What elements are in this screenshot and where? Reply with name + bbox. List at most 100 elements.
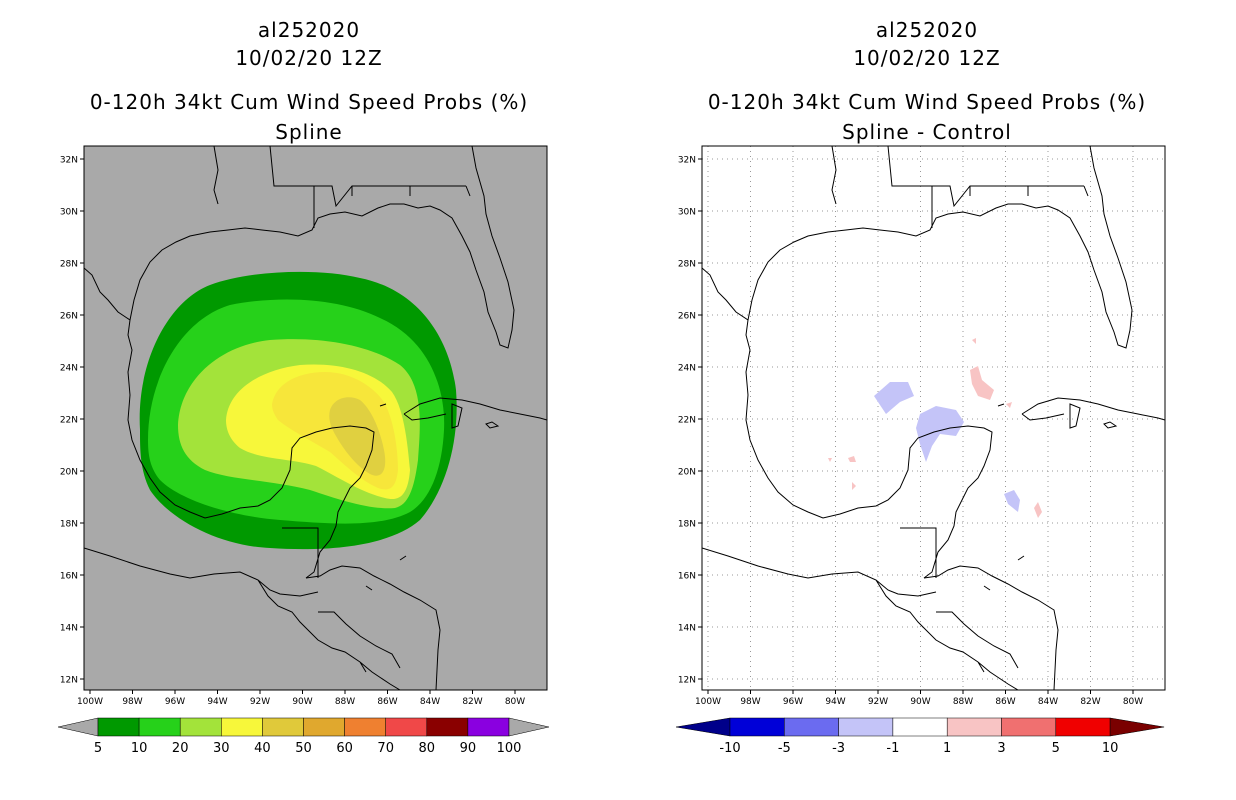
lat-label: 26N xyxy=(60,312,78,322)
colorbar-label: 70 xyxy=(377,741,394,756)
colorbar-label: 5 xyxy=(94,741,102,756)
colorbar-segment xyxy=(426,717,469,737)
coastline xyxy=(1021,397,1165,421)
colorbar-segment xyxy=(1001,717,1057,737)
lat-label: 14N xyxy=(678,624,696,634)
colorbar-segment xyxy=(97,717,140,737)
lon-label: 92W xyxy=(250,697,270,707)
lat-label: 24N xyxy=(678,364,696,374)
colorbar-right-arrow xyxy=(1109,717,1165,737)
lat-label: 28N xyxy=(60,260,78,270)
colorbar-label: 20 xyxy=(172,741,189,756)
lon-label: 94W xyxy=(825,697,845,707)
lon-label: 84W xyxy=(420,697,440,707)
left-map: 32N 30N 28N 26N 24N 22N 20N 18N 16N 14N 12N 100W 98W… xyxy=(57,145,550,756)
lat-label: 30N xyxy=(678,208,696,218)
lon-label: 82W xyxy=(462,697,482,707)
lon-label: 86W xyxy=(995,697,1015,707)
lat-label: 20N xyxy=(678,468,696,478)
lon-label: 98W xyxy=(740,697,760,707)
diff-patch-positive xyxy=(852,482,856,490)
coastline xyxy=(702,527,1059,690)
colorbar-label: 5 xyxy=(1052,741,1060,756)
lat-label: 28N xyxy=(678,260,696,270)
lat-label: 26N xyxy=(678,312,696,322)
storm-id-title: al252020 xyxy=(875,18,979,42)
lon-label: 86W xyxy=(377,697,397,707)
colorbar-right-arrow xyxy=(508,717,550,737)
diff-patch-negative xyxy=(916,406,964,462)
colorbar-label: 40 xyxy=(254,741,271,756)
colorbar-left-arrow xyxy=(57,717,99,737)
lat-label: 18N xyxy=(678,520,696,530)
colorbar-segment xyxy=(838,717,894,737)
left-panel: al252020 10/02/20 12Z 0-120h 34kt Cum Wi… xyxy=(57,18,550,756)
coastline xyxy=(485,421,500,429)
coastline xyxy=(983,403,1081,591)
colorbar-segment xyxy=(262,717,304,737)
colorbar-label: 60 xyxy=(336,741,353,756)
prob-band-40 xyxy=(329,397,386,476)
colorbar-segment xyxy=(221,717,263,737)
coastline xyxy=(403,397,547,421)
storm-id-title: al252020 xyxy=(257,18,361,42)
lon-label: 92W xyxy=(868,697,888,707)
lon-label: 84W xyxy=(1038,697,1058,707)
diff-patch-positive xyxy=(972,338,976,344)
colorbar-left-arrow xyxy=(675,717,731,737)
colorbar-segment xyxy=(892,717,948,737)
right-panel: al252020 10/02/20 12Z 0-120h 34kt Cum Wi… xyxy=(618,0,1236,800)
colorbar-label: -5 xyxy=(778,741,791,756)
colorbar-segment xyxy=(467,717,510,737)
colorbar-label: 100 xyxy=(497,741,522,756)
lat-label: 20N xyxy=(60,468,78,478)
lat-label: 16N xyxy=(60,572,78,582)
colorbar-label: 1 xyxy=(943,741,951,756)
method-title: Spline xyxy=(275,120,343,144)
right-map: 32N 30N 28N 26N 24N 22N 20N 18N 16N 14N 12N 100W 98W… xyxy=(675,145,1166,756)
product-title: 0-120h 34kt Cum Wind Speed Probs (%) xyxy=(707,90,1147,114)
coastline xyxy=(365,403,463,591)
lon-label: 100W xyxy=(77,697,103,707)
colorbar-label: -10 xyxy=(719,741,740,756)
colorbar-label: 90 xyxy=(460,741,477,756)
map-layer xyxy=(84,146,547,690)
colorbar-label: 50 xyxy=(295,741,312,756)
coastline xyxy=(1103,421,1118,429)
coastline xyxy=(213,146,471,228)
colorbar-segment xyxy=(138,717,181,737)
colorbar-segment xyxy=(385,717,428,737)
coastline xyxy=(84,527,441,690)
lat-label: 24N xyxy=(60,364,78,374)
lon-label: 100W xyxy=(695,697,721,707)
coastline xyxy=(831,146,1089,228)
colorbar-label: -1 xyxy=(886,741,899,756)
diff-patch-negative xyxy=(874,382,914,414)
lon-label: 80W xyxy=(1123,697,1143,707)
date-title: 10/02/20 12Z xyxy=(235,46,383,70)
lat-label: 30N xyxy=(60,208,78,218)
diff-patch-positive xyxy=(828,458,832,462)
lon-label: 96W xyxy=(165,697,185,707)
lon-label: 80W xyxy=(505,697,525,707)
colorbar-label: 3 xyxy=(997,741,1005,756)
colorbar-segment xyxy=(1055,717,1111,737)
colorbar-segment xyxy=(946,717,1002,737)
colorbar-label: 80 xyxy=(419,741,436,756)
coastline xyxy=(84,267,375,579)
date-title: 10/02/20 12Z xyxy=(853,46,1001,70)
diff-patch-positive xyxy=(1006,402,1012,408)
colorbar-label: 10 xyxy=(1102,741,1119,756)
lat-label: 12N xyxy=(678,676,696,686)
diff-patch-positive xyxy=(848,456,856,462)
lat-label: 22N xyxy=(678,416,696,426)
coastline xyxy=(129,146,515,349)
colorbar-label: -3 xyxy=(832,741,845,756)
lat-label: 16N xyxy=(678,572,696,582)
lat-label: 12N xyxy=(60,676,78,686)
diff-patch-positive xyxy=(970,366,994,400)
lat-label: 32N xyxy=(678,156,696,166)
lon-label: 82W xyxy=(1080,697,1100,707)
product-title: 0-120h 34kt Cum Wind Speed Probs (%) xyxy=(89,90,529,114)
colorbar-segment xyxy=(179,717,222,737)
